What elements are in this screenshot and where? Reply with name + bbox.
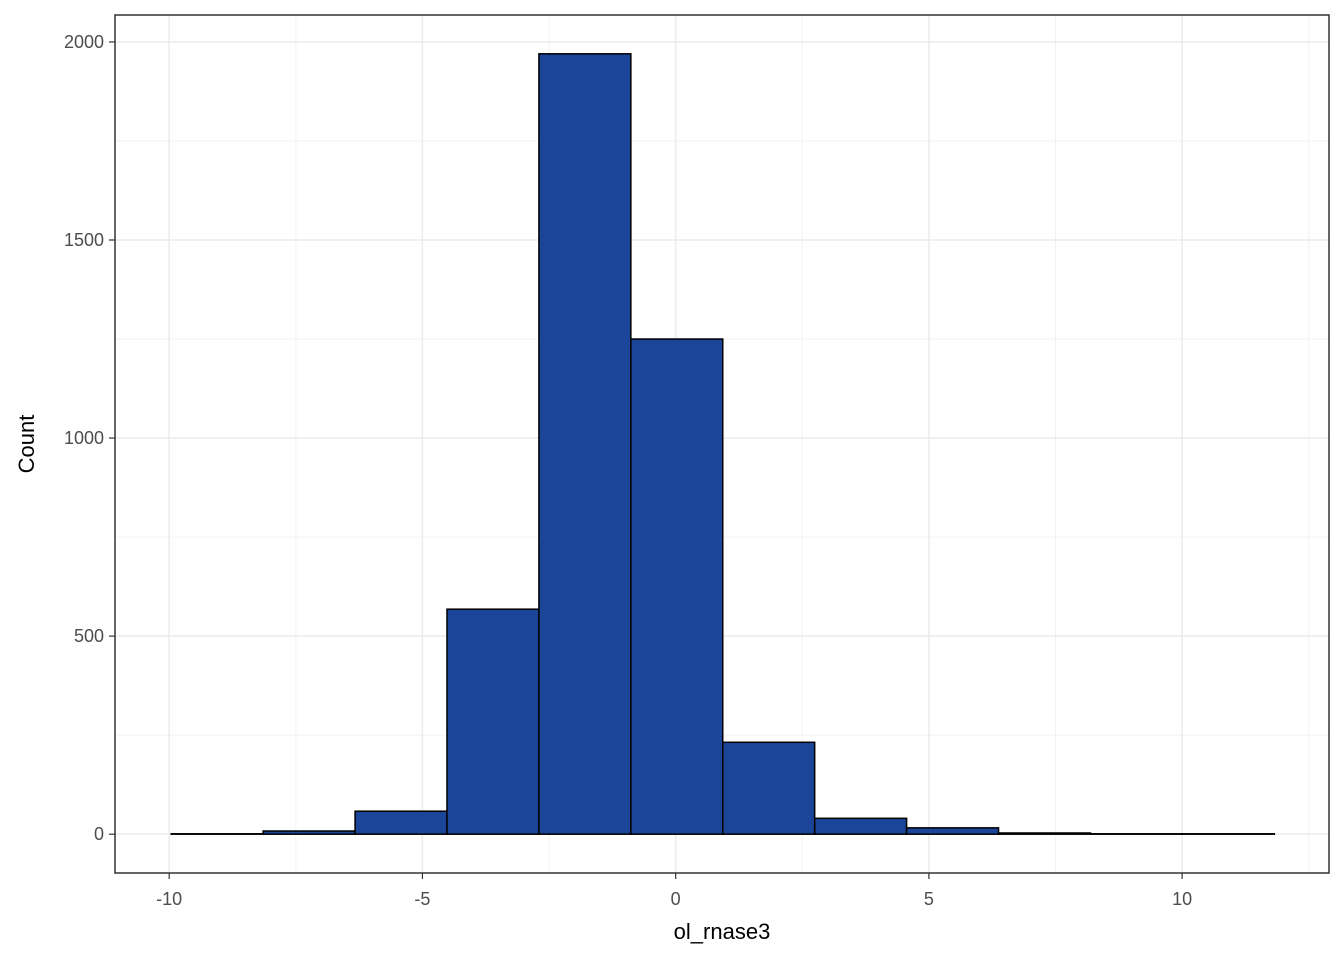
bar: [446, 608, 540, 835]
x-tick-label: -10: [156, 889, 182, 909]
x-tick-label: 0: [671, 889, 681, 909]
bar: [722, 741, 816, 835]
bar: [630, 338, 724, 835]
y-tick-label: 2000: [64, 32, 104, 52]
panel-border: [114, 14, 1330, 874]
x-tick-label: 5: [924, 889, 934, 909]
y-tick-label: 1000: [64, 428, 104, 448]
bar: [905, 827, 1000, 835]
x-tick-label: -5: [414, 889, 430, 909]
bar: [262, 830, 356, 835]
bar: [813, 817, 908, 835]
x-tick-label: 10: [1172, 889, 1192, 909]
x-axis-title: ol_rnase3: [674, 919, 771, 944]
y-tick-label: 500: [74, 626, 104, 646]
bar: [997, 832, 1092, 835]
y-axis-title: Count: [14, 415, 39, 474]
bar: [538, 53, 632, 835]
y-tick-label: 1500: [64, 230, 104, 250]
bar: [354, 810, 448, 835]
y-tick-label: 0: [94, 824, 104, 844]
